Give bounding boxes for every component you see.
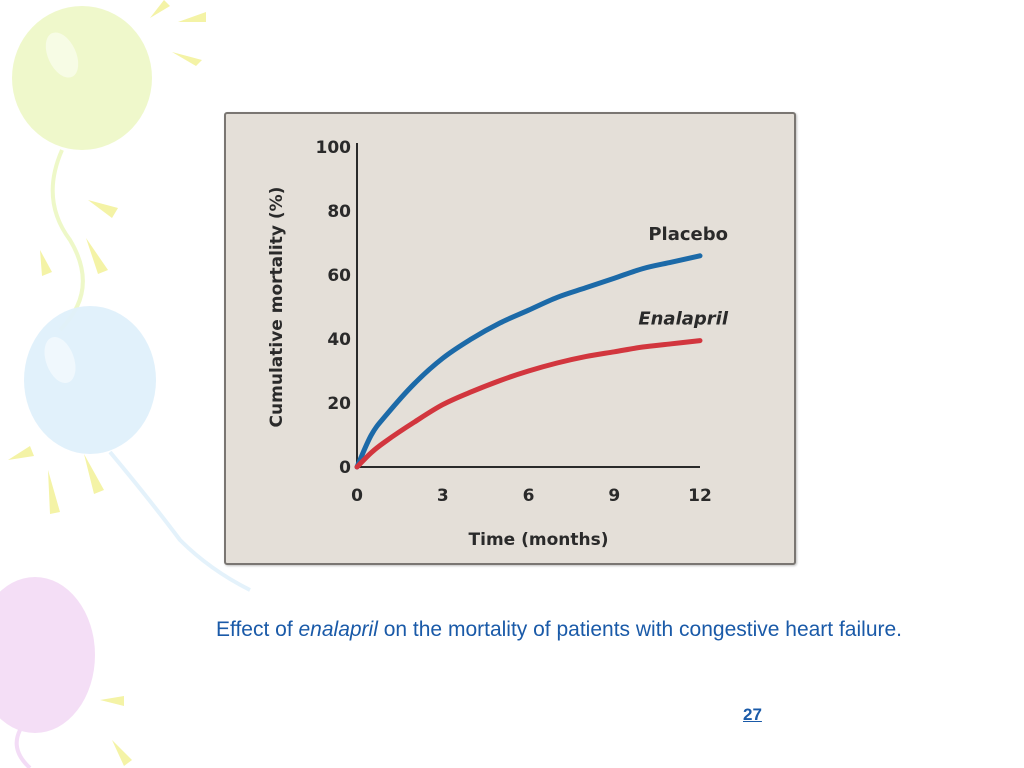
mortality-line-chart: 0 20 40 60 80 100 0 3 6 9 12 Placebo Enalapril Cum…: [267, 138, 729, 550]
series-line-enalapril: [354, 338, 703, 470]
balloon-decoration-icon: [0, 577, 95, 768]
balloon-decoration-icon: [12, 6, 152, 332]
series-label-enalapril: Enalapril: [638, 309, 729, 330]
x-axis-label: Time (months): [469, 530, 609, 550]
slide-caption: Effect of enalapril on the mortality of …: [216, 614, 936, 645]
page-number: 27: [743, 705, 762, 724]
series-line-placebo: [354, 253, 703, 470]
series-label-placebo: Placebo: [648, 224, 728, 245]
y-axis-ticks: 0 20 40 60 80 100: [316, 138, 352, 478]
y-tick-label: 20: [327, 394, 351, 414]
y-axis-label: Cumulative mortality (%): [267, 187, 287, 428]
x-tick-label: 3: [437, 486, 449, 506]
x-tick-label: 9: [608, 486, 620, 506]
x-axis-ticks: 0 3 6 9 12: [351, 486, 712, 506]
balloon-decoration-icon: [24, 306, 251, 592]
caption-drug-name: enalapril: [298, 618, 378, 641]
chart-panel: 0 20 40 60 80 100 0 3 6 9 12 Placebo Enalapril Cum…: [224, 112, 796, 565]
y-tick-label: 0: [339, 458, 351, 478]
series-lines: [354, 253, 703, 470]
caption-text-end: on the mortality of patients with conges…: [377, 618, 902, 641]
x-tick-label: 0: [351, 486, 363, 506]
series-labels: Placebo Enalapril: [638, 224, 729, 330]
x-tick-label: 6: [523, 486, 535, 506]
y-tick-label: 40: [327, 330, 351, 350]
y-tick-label: 60: [327, 266, 351, 286]
sun-rays-decoration-icon: [8, 0, 206, 766]
chart-axes: [356, 143, 700, 468]
y-tick-label: 80: [327, 202, 351, 222]
y-tick-label: 100: [316, 138, 352, 158]
caption-text-start: Effect of: [216, 618, 299, 641]
x-tick-label: 12: [688, 486, 712, 506]
